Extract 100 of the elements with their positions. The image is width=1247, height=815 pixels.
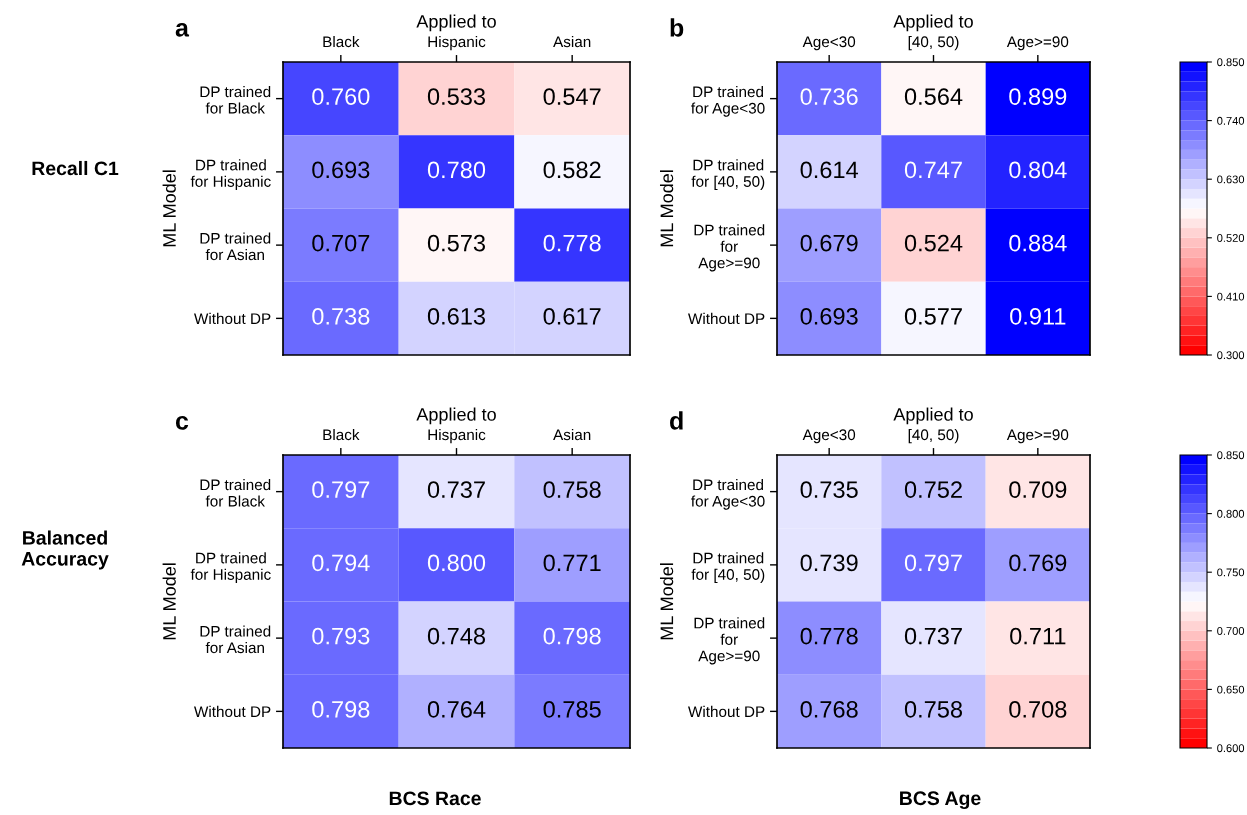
data-label: 0.804 xyxy=(1009,161,1067,179)
y-tick-label: DP trained for [40, 50) xyxy=(691,552,765,583)
data-label: 0.778 xyxy=(800,627,858,645)
x-tick-label: Hispanic xyxy=(428,428,486,444)
y-tick-label: DP trained for Hispanic xyxy=(190,159,271,190)
data-label: 0.708 xyxy=(1009,700,1067,718)
color-bar-label: 0.630 xyxy=(1217,175,1245,184)
data-label: 0.785 xyxy=(543,700,601,718)
data-label: 0.736 xyxy=(800,88,858,105)
color-bar-label: 0.850 xyxy=(1217,451,1245,460)
data-label: 0.737 xyxy=(904,627,962,645)
color-bar-label: 0.520 xyxy=(1217,234,1245,242)
chart-title: b xyxy=(670,18,684,37)
y-tick-label: Without DP xyxy=(194,312,271,325)
chart-title: d xyxy=(670,411,683,430)
data-label: 0.797 xyxy=(312,481,370,498)
data-label: 0.613 xyxy=(427,307,486,325)
data-label: 0.797 xyxy=(904,554,962,572)
y-axis-title: ML Model xyxy=(659,563,674,640)
chart-title: c xyxy=(175,416,189,430)
color-bar-label: 0.700 xyxy=(1217,627,1245,635)
x-axis-title: Applied to xyxy=(893,407,973,425)
x-tick-label: Black xyxy=(323,428,360,441)
color-bar-label: 0.800 xyxy=(1217,509,1245,518)
color-bar-label: 0.600 xyxy=(1217,744,1245,753)
x-tick-label: Age<30 xyxy=(802,429,856,444)
data-label: 0.711 xyxy=(1010,627,1066,645)
y-tick-label: Without DP xyxy=(688,312,765,325)
data-label: 0.764 xyxy=(427,700,486,718)
text: BCS Race xyxy=(389,791,481,806)
data-label: 0.707 xyxy=(312,234,370,252)
data-label: 0.794 xyxy=(312,554,370,572)
data-label: 0.735 xyxy=(800,481,858,498)
data-label: 0.884 xyxy=(1009,234,1067,252)
data-label: 0.614 xyxy=(800,161,859,179)
data-label: 0.758 xyxy=(904,700,963,718)
data-label: 0.780 xyxy=(427,161,486,179)
data-label: 0.758 xyxy=(543,481,601,498)
x-tick-label: [40, 50) xyxy=(908,428,959,444)
x-tick-label: Age<30 xyxy=(802,36,856,51)
data-label: 0.709 xyxy=(1009,481,1067,498)
y-tick-label: DP trained for Hispanic xyxy=(190,552,271,583)
data-label: 0.800 xyxy=(427,554,486,572)
x-tick-label: Asian xyxy=(553,35,591,48)
data-label: 0.778 xyxy=(543,234,601,252)
color-bar-label: 0.750 xyxy=(1217,568,1245,577)
data-label: 0.547 xyxy=(543,88,601,105)
y-tick-label: DP trained for Age>=90 xyxy=(694,224,765,272)
x-axis-title: Applied to xyxy=(893,14,973,32)
data-label: 0.693 xyxy=(800,307,858,325)
data-label: 0.748 xyxy=(427,627,486,645)
color-bar-label: 0.650 xyxy=(1217,685,1245,694)
y-axis-title: ML Model xyxy=(659,170,674,247)
y-tick-label: DP trained for Black xyxy=(200,478,271,507)
y-tick-label: DP trained for Asian xyxy=(200,625,271,654)
data-label: 0.693 xyxy=(312,161,370,179)
data-label: 0.564 xyxy=(904,88,963,105)
y-tick-label: DP trained for Age>=90 xyxy=(694,617,765,665)
data-label: 0.679 xyxy=(800,234,858,252)
x-tick-label: [40, 50) xyxy=(908,35,959,51)
text: BCS Age xyxy=(900,791,981,810)
y-axis-title: ML Model xyxy=(162,170,176,247)
text: Balanced Accuracy xyxy=(21,530,109,570)
y-tick-label: DP trained for Black xyxy=(200,85,271,114)
x-tick-label: Age>=90 xyxy=(1006,429,1069,444)
y-tick-label: DP trained for Asian xyxy=(200,232,271,261)
color-bar-label: 0.300 xyxy=(1217,351,1245,360)
x-axis-title: Applied to xyxy=(416,14,496,32)
data-label: 0.577 xyxy=(904,307,962,325)
x-tick-label: Age>=90 xyxy=(1006,36,1069,51)
data-label: 0.771 xyxy=(543,554,601,572)
data-label: 0.760 xyxy=(312,88,370,105)
x-tick-label: Hispanic xyxy=(428,35,486,51)
y-tick-label: DP trained for Age<30 xyxy=(691,85,765,117)
data-label: 0.911 xyxy=(1010,307,1066,325)
data-label: 0.798 xyxy=(312,700,370,718)
y-tick-label: Without DP xyxy=(194,705,271,718)
x-axis-title: Applied to xyxy=(416,407,496,425)
y-tick-label: Without DP xyxy=(688,705,765,718)
data-label: 0.737 xyxy=(427,481,485,498)
text: Recall C1 xyxy=(32,160,119,176)
color-bar-label: 0.410 xyxy=(1217,292,1245,301)
data-label: 0.899 xyxy=(1009,88,1067,105)
y-axis-title: ML Model xyxy=(162,563,176,640)
data-label: 0.798 xyxy=(543,627,601,645)
chart-title: a xyxy=(175,23,190,37)
x-tick-label: Black xyxy=(323,35,360,48)
data-label: 0.524 xyxy=(904,234,963,252)
data-label: 0.739 xyxy=(800,554,858,572)
data-label: 0.573 xyxy=(427,234,486,252)
y-tick-label: DP trained for [40, 50) xyxy=(691,159,765,190)
x-tick-label: Asian xyxy=(553,428,591,441)
data-label: 0.617 xyxy=(543,307,601,325)
data-label: 0.738 xyxy=(312,307,370,325)
data-label: 0.768 xyxy=(800,700,858,718)
data-label: 0.769 xyxy=(1009,554,1067,572)
data-label: 0.752 xyxy=(904,481,962,498)
color-bar-label: 0.850 xyxy=(1217,58,1245,67)
y-tick-label: DP trained for Age<30 xyxy=(691,478,765,510)
color-bar-label: 0.740 xyxy=(1217,116,1245,125)
